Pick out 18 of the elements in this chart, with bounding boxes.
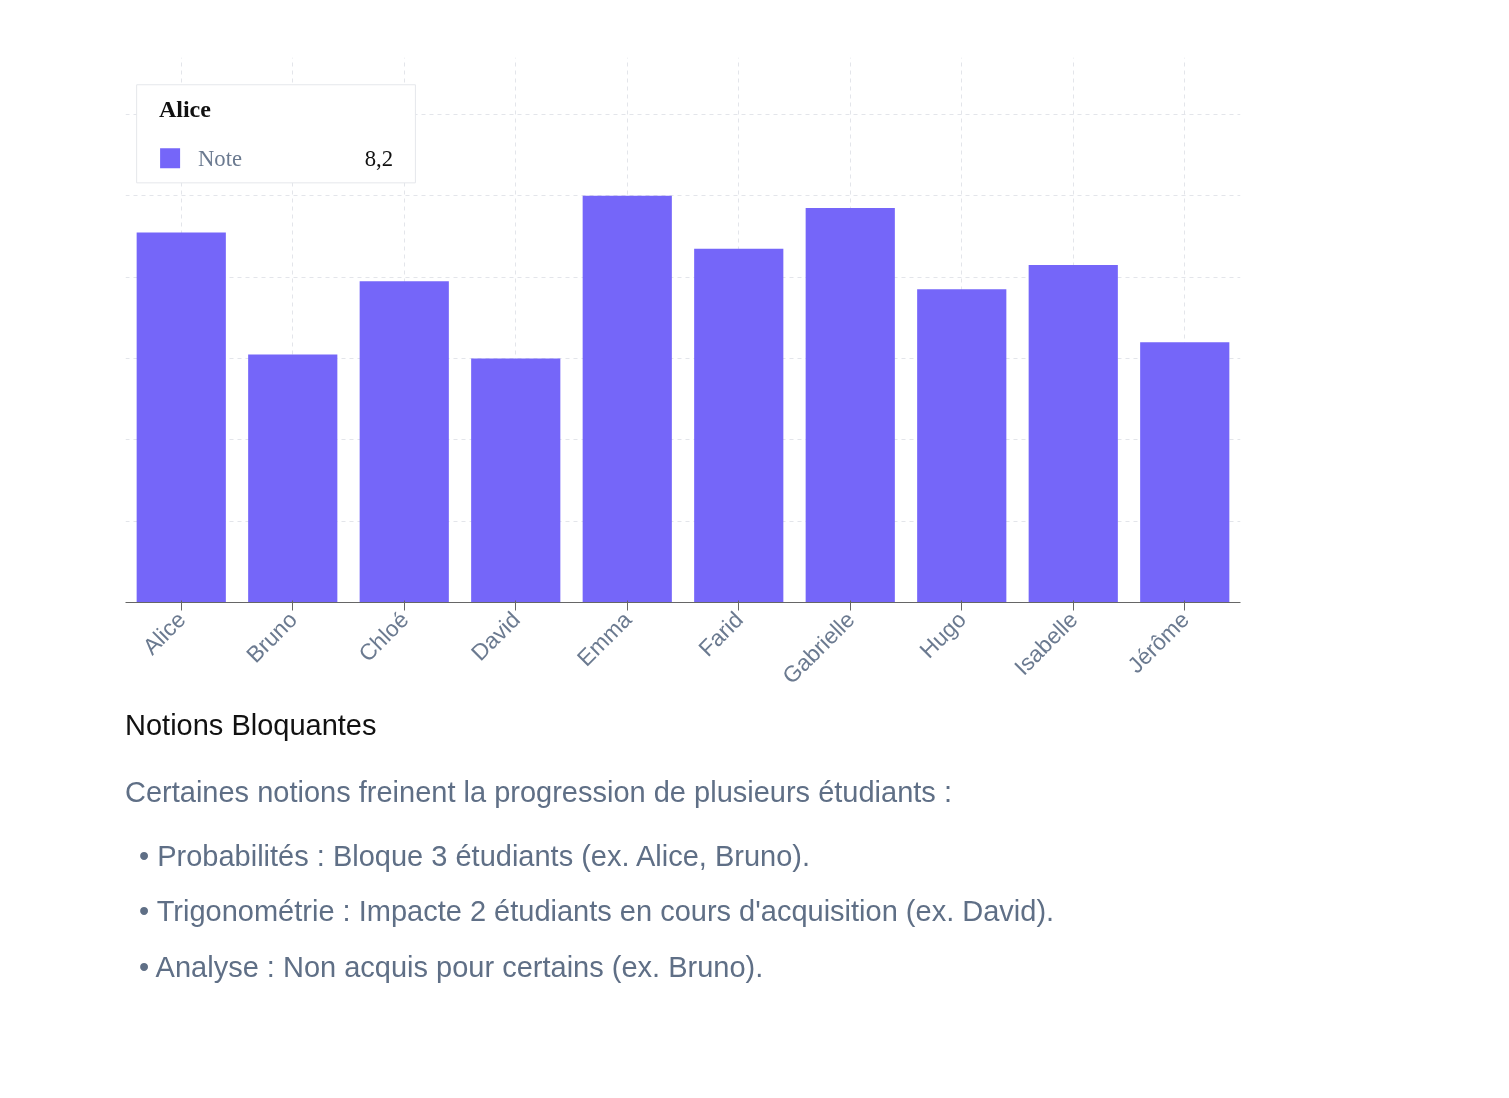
text: • Analyse : Non acquis pour certains (ex. Bruno).	[139, 949, 765, 985]
bar	[582, 195, 672, 603]
legend-label: Note	[197, 145, 243, 171]
bar	[136, 232, 226, 603]
text: Notions Bloquantes	[125, 708, 378, 743]
text: • Trigonométrie : Impacte 2 étudiants en cours d'acquisition (ex. David).	[139, 894, 1055, 930]
text: 8,2	[364, 145, 394, 171]
bar	[917, 289, 1007, 603]
bar	[1140, 342, 1230, 603]
text: Certaines notions freinent la progression de plusieurs étudiants :	[125, 775, 953, 811]
bar	[248, 354, 338, 603]
bar	[805, 207, 895, 603]
text: Alice	[158, 96, 212, 123]
bar	[694, 248, 784, 603]
bar	[359, 281, 449, 603]
bar	[1028, 264, 1118, 603]
text: • Probabilités : Bloque 3 étudiants (ex. Alice, Bruno).	[139, 838, 812, 874]
bar	[471, 358, 561, 603]
